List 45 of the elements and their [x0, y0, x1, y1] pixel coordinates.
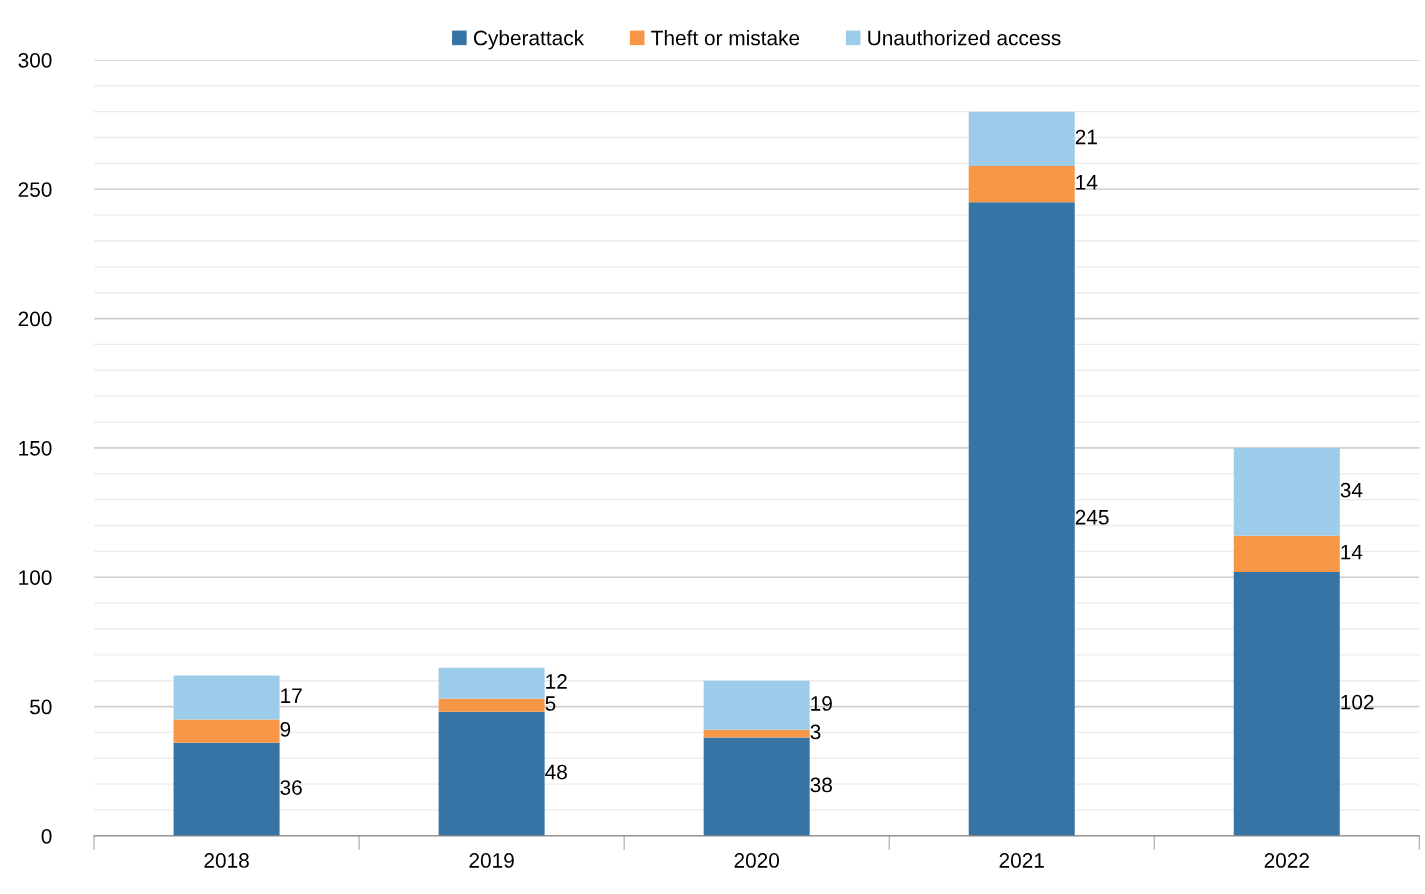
- x-tick-label: 2018: [204, 853, 249, 868]
- data-label: 36: [280, 780, 302, 795]
- bar: [438, 667, 545, 699]
- data-label: 21: [1075, 129, 1097, 145]
- data-label: 17: [281, 688, 302, 703]
- bar: [1233, 535, 1340, 573]
- bar: [703, 729, 810, 738]
- data-label: 3: [810, 724, 821, 740]
- y-tick-label: 250: [18, 182, 52, 197]
- y-tick-label: 100: [19, 570, 52, 585]
- data-label: 102: [1341, 694, 1374, 710]
- legend-label: Theft or mistake: [651, 30, 800, 46]
- bar: [703, 737, 810, 836]
- y-tick-label: 0: [41, 828, 52, 844]
- bar: [438, 711, 545, 836]
- bar: [968, 111, 1075, 166]
- data-label: 38: [810, 777, 832, 793]
- y-tick-label: 300: [18, 52, 52, 68]
- bar: [173, 675, 280, 720]
- bar: [1233, 447, 1340, 536]
- x-tick-label: 2020: [734, 853, 780, 868]
- y-tick-label: 200: [18, 311, 52, 327]
- data-label: 34: [1340, 482, 1363, 498]
- data-label: 48: [545, 764, 567, 780]
- bar: [703, 680, 810, 730]
- x-tick-label: 2021: [999, 853, 1044, 868]
- data-label: 5: [545, 696, 556, 711]
- y-tick-label: 50: [30, 699, 52, 715]
- x-tick-label: 2019: [469, 853, 514, 868]
- data-label: 14: [1341, 545, 1363, 560]
- y-tick-label: 150: [19, 440, 52, 456]
- legend-label: Cyberattack: [473, 30, 585, 50]
- bar: [968, 202, 1075, 836]
- bar: [173, 742, 280, 836]
- data-label: 19: [811, 696, 832, 711]
- bar: [173, 719, 280, 743]
- bar: [438, 698, 545, 712]
- legend-label: Unauthorized access: [868, 30, 1061, 46]
- bar: [1233, 572, 1340, 836]
- x-tick-label: 2022: [1264, 853, 1309, 868]
- data-label: 245: [1075, 509, 1109, 525]
- data-label: 12: [546, 674, 567, 689]
- bar: [968, 165, 1075, 203]
- data-label: 9: [280, 721, 291, 737]
- data-label: 14: [1076, 175, 1098, 190]
